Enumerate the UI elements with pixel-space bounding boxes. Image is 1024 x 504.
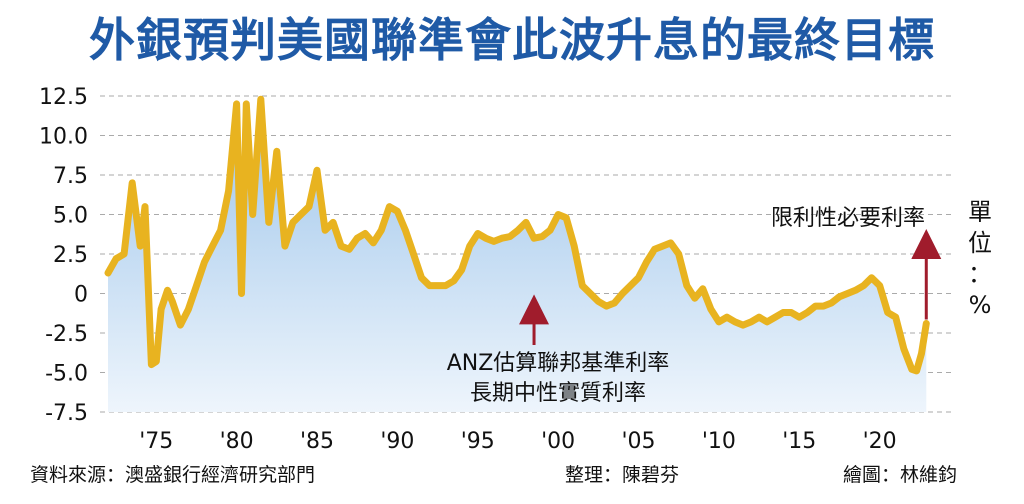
x-tick-label: '75: [139, 429, 173, 454]
y-tick-label: -2.5: [45, 322, 88, 347]
y-tick-label: 7.5: [53, 164, 88, 189]
x-tick-label: '20: [863, 429, 897, 454]
editor-note: 整理：陳碧芬: [565, 464, 680, 486]
chart-title: 外銀預判美國聯準會此波升息的最終目標: [89, 13, 935, 67]
source-note: 資料來源：澳盛銀行經濟研究部門: [30, 464, 316, 486]
series-line: [104, 95, 930, 375]
x-tick-label: '15: [782, 429, 816, 454]
unit-char: ：: [968, 260, 992, 288]
annotation-label: 限利性必要利率: [771, 206, 925, 231]
unit-char: 單: [968, 198, 992, 226]
x-tick-label: '85: [300, 429, 334, 454]
x-tick-label: '80: [220, 429, 254, 454]
x-tick-label: '90: [380, 429, 414, 454]
artist-note: 繪圖：林維鈞: [843, 464, 958, 486]
y-tick-label: -7.5: [45, 401, 88, 426]
series-area: [108, 99, 927, 412]
y-tick-label: 0: [74, 283, 88, 308]
unit-char: 位: [968, 229, 992, 257]
y-tick-label: 2.5: [53, 243, 88, 268]
y-tick-label: 12.5: [39, 85, 88, 110]
y-tick-label: -5.0: [45, 362, 88, 387]
x-tick-label: '95: [461, 429, 495, 454]
y-tick-label: 5.0: [53, 204, 88, 229]
x-tick-label: '00: [541, 429, 575, 454]
annotation-label: 長期中性實質利率: [470, 381, 646, 406]
unit-char: %: [969, 291, 992, 319]
y-tick-label: 10.0: [39, 125, 88, 150]
x-tick-label: '10: [702, 429, 736, 454]
x-tick-label: '05: [622, 429, 656, 454]
unit-label: 單位 ：%: [968, 198, 992, 319]
annotation-label: ANZ估算聯邦基準利率: [447, 351, 670, 376]
